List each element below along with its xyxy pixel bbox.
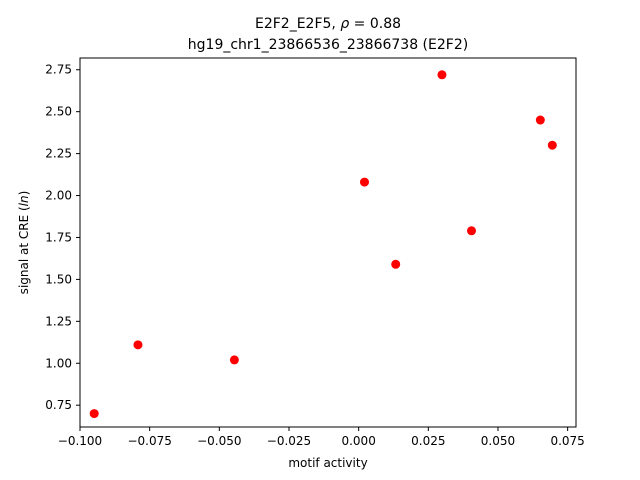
chart-title-line2: hg19_chr1_23866536_23866738 (E2F2) (188, 37, 468, 53)
y-tick-label: 1.50 (45, 272, 72, 286)
data-point-8 (535, 115, 545, 125)
data-point-2 (133, 340, 143, 350)
data-point-7 (467, 226, 477, 236)
y-axis: 0.75 1.00 1.25 1.50 1.75 2.00 2.25 2.50 2.75 (45, 63, 80, 412)
data-point-4 (360, 177, 370, 187)
x-axis-title: motif activity (288, 456, 367, 470)
y-tick-label: 1.00 (45, 356, 72, 370)
data-point-5 (391, 259, 401, 269)
plot-area (89, 70, 557, 419)
y-axis-title: signal at CRE (ln) (17, 191, 31, 295)
y-tick-label: 2.50 (45, 105, 72, 119)
chart-title-line1: E2F2_E2F5, ρ = 0.88 (255, 16, 401, 32)
x-tick-label: 0.050 (481, 434, 515, 448)
axes-frame (79, 57, 577, 428)
x-tick-label: −0.025 (267, 434, 311, 448)
x-axis: −0.100 −0.075 −0.050 −0.025 0.000 0.025 0.050 0… (58, 427, 585, 448)
x-tick-label: 0.025 (411, 434, 445, 448)
x-tick-label: 0.000 (341, 434, 375, 448)
y-tick-label: 0.75 (45, 398, 72, 412)
x-tick-label: 0.075 (550, 434, 584, 448)
data-point-6 (437, 70, 447, 80)
data-point-1 (89, 409, 99, 419)
data-point-3 (229, 355, 239, 365)
y-tick-label: 2.75 (45, 63, 72, 77)
x-tick-label: −0.075 (127, 434, 171, 448)
x-tick-label: −0.050 (197, 434, 241, 448)
y-tick-label: 2.25 (45, 147, 72, 161)
data-point-9 (547, 140, 557, 150)
y-tick-label: 1.75 (45, 230, 72, 244)
y-tick-label: 2.00 (45, 189, 72, 203)
x-tick-label: −0.100 (58, 434, 102, 448)
y-tick-label: 1.25 (45, 314, 72, 328)
